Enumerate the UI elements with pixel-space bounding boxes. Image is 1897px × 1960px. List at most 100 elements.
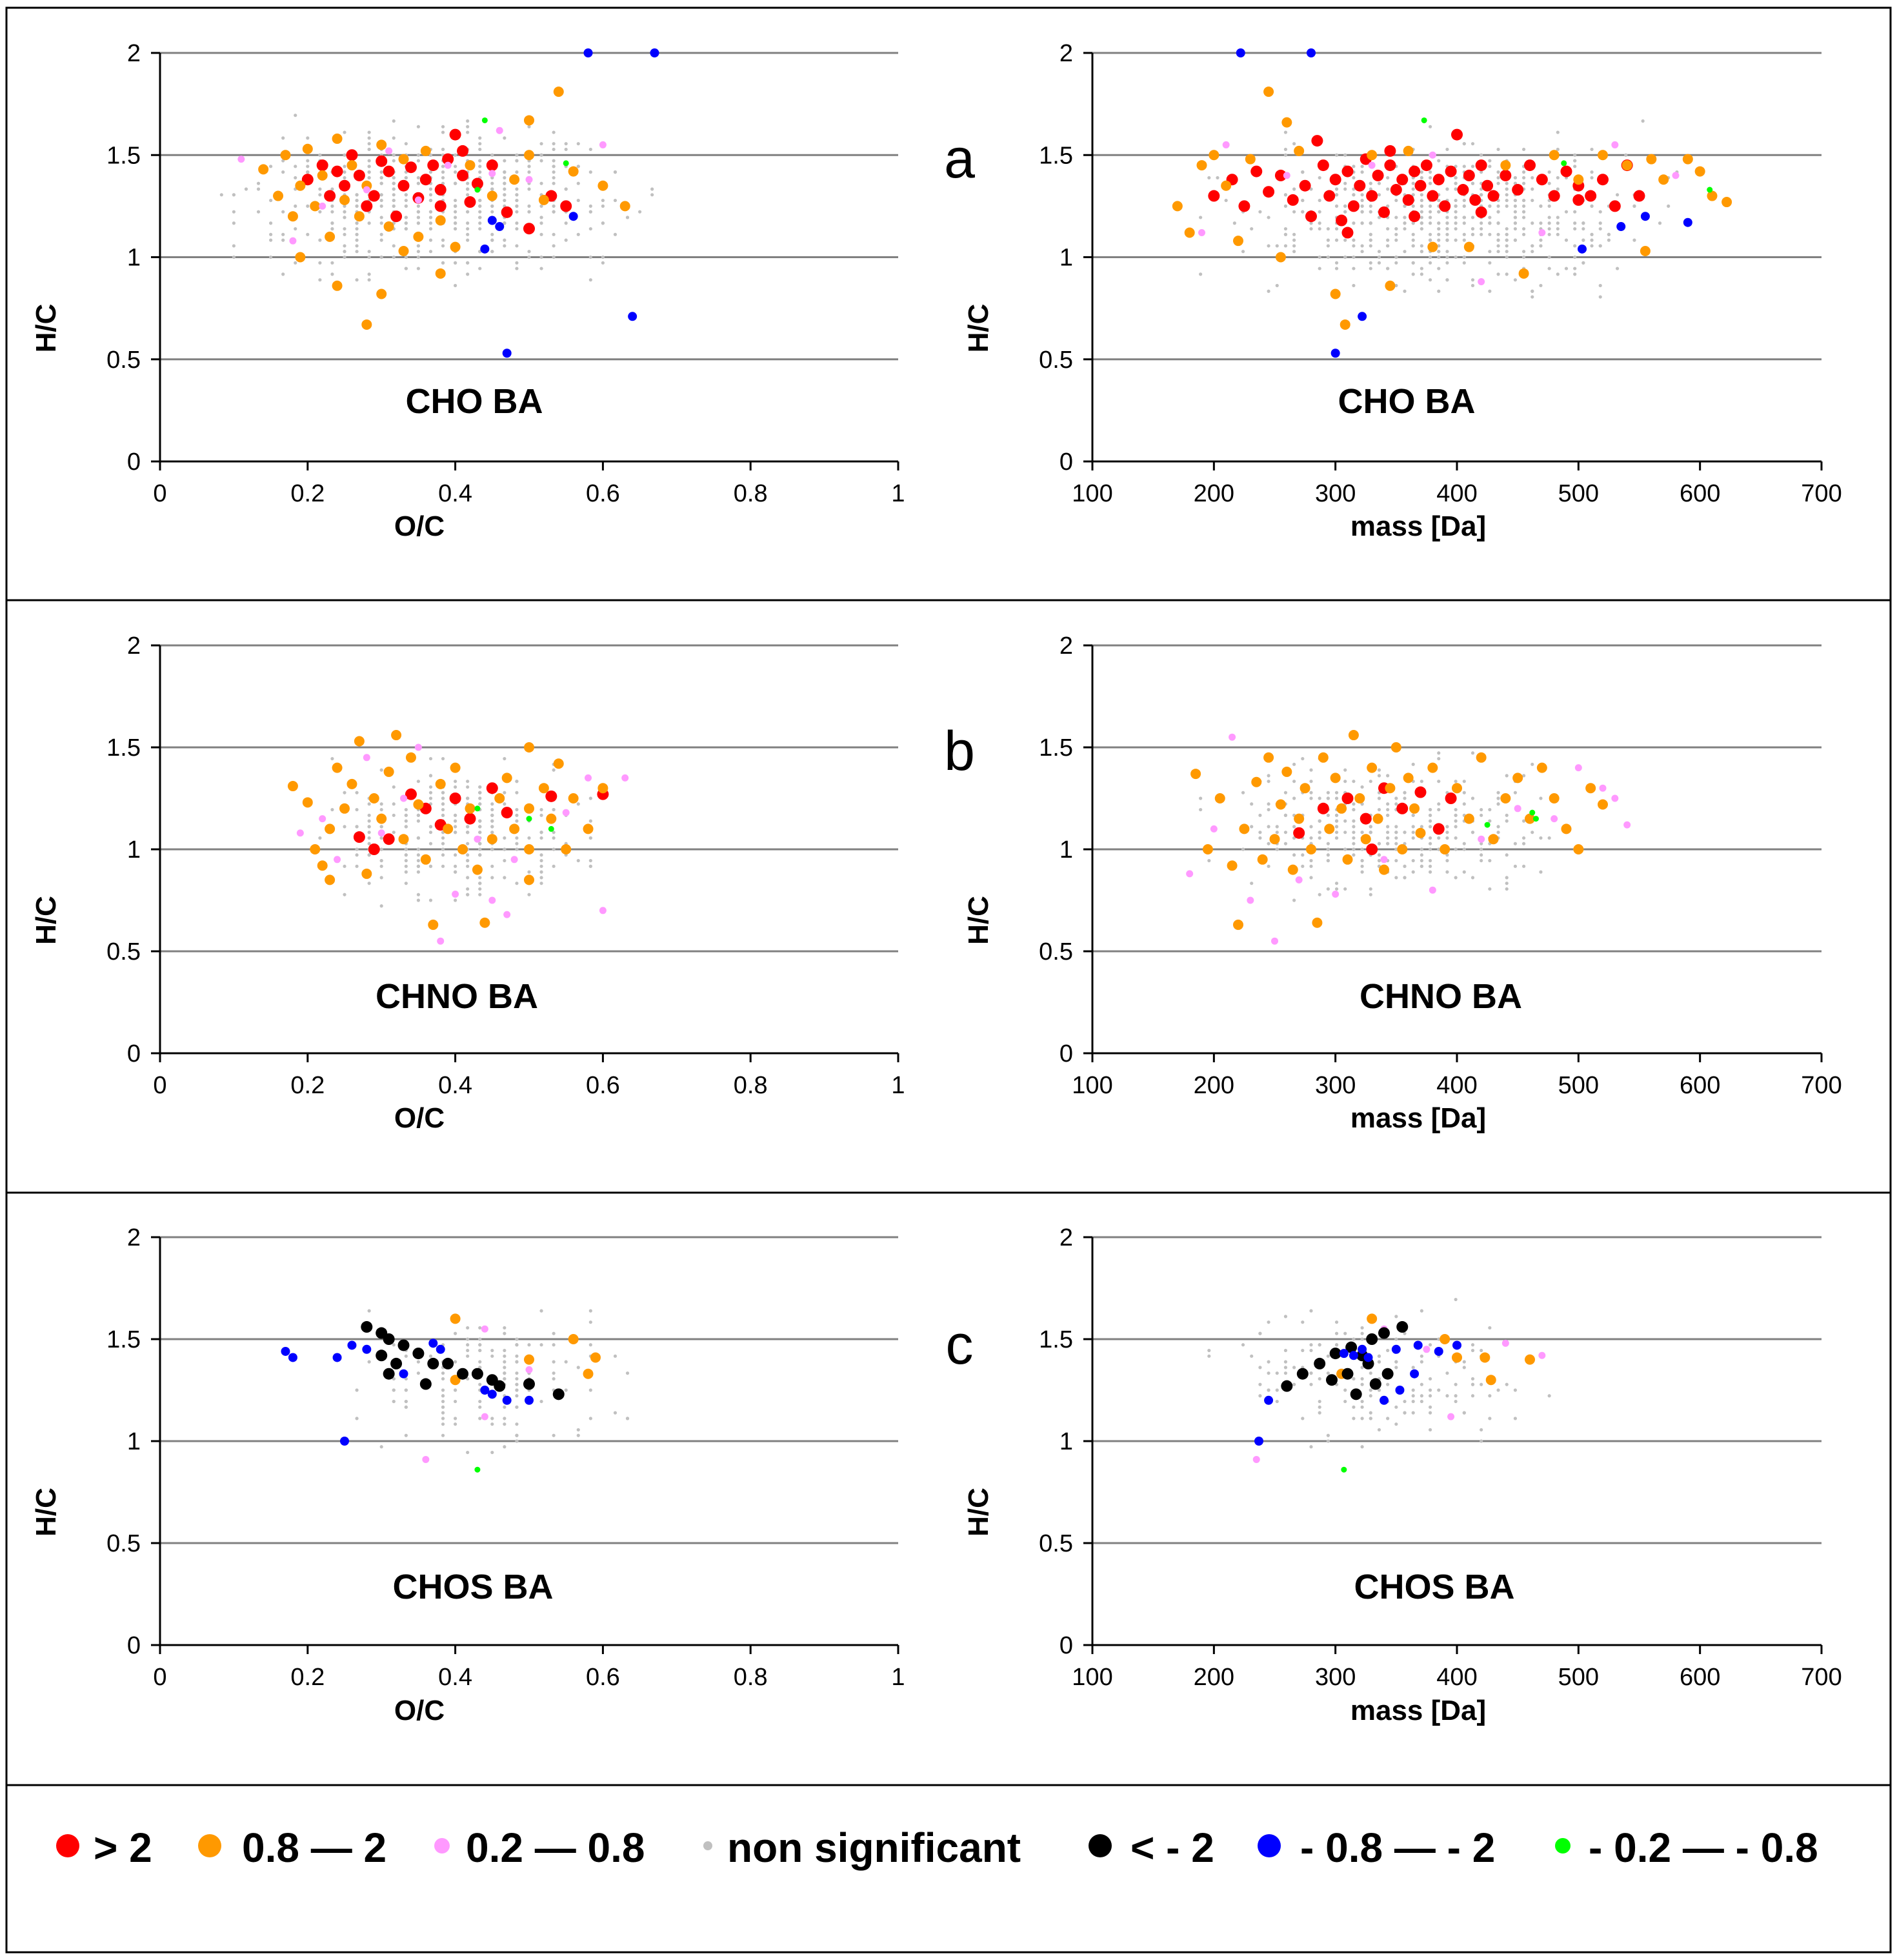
- series-0-8-2: [450, 1313, 601, 1386]
- point-non-significant: [1394, 858, 1398, 863]
- data-point: [361, 200, 373, 212]
- point-non-significant: [1420, 193, 1423, 197]
- point-non-significant: [404, 221, 408, 225]
- data-point: [449, 128, 461, 141]
- data-point: [1532, 816, 1539, 822]
- point-non-significant: [404, 1405, 408, 1409]
- data-point: [450, 1313, 461, 1324]
- data-point: [1457, 184, 1469, 196]
- point-non-significant: [1420, 847, 1423, 851]
- data-point: [363, 754, 370, 762]
- point-non-significant: [1470, 1382, 1475, 1386]
- point-non-significant: [1411, 244, 1415, 248]
- data-point: [1293, 827, 1305, 839]
- point-non-significant: [441, 261, 445, 265]
- point-non-significant: [330, 210, 334, 214]
- point-non-significant: [1521, 774, 1526, 778]
- point-non-significant: [416, 893, 421, 896]
- data-point: [434, 184, 447, 196]
- data-point: [427, 159, 439, 172]
- point-non-significant: [1369, 238, 1372, 242]
- point-non-significant: [588, 255, 592, 259]
- point-non-significant: [552, 807, 556, 812]
- data-point: [442, 153, 454, 165]
- x-axis-label: mass [Da]: [1350, 1102, 1486, 1134]
- chart-title: CHO BA: [406, 382, 543, 421]
- point-non-significant: [1309, 796, 1313, 800]
- point-non-significant: [1199, 807, 1203, 812]
- data-point: [398, 834, 409, 845]
- data-point: [302, 143, 313, 154]
- point-non-significant: [490, 1422, 494, 1426]
- point-non-significant: [1556, 232, 1560, 236]
- data-point: [377, 829, 385, 837]
- point-non-significant: [1267, 1360, 1270, 1364]
- point-non-significant: [1352, 819, 1356, 823]
- point-non-significant: [1428, 1405, 1432, 1409]
- point-non-significant: [1301, 1417, 1305, 1420]
- point-non-significant: [294, 114, 297, 117]
- point-non-significant: [379, 193, 383, 197]
- point-non-significant: [1386, 227, 1390, 231]
- data-point: [383, 1368, 395, 1380]
- point-non-significant: [416, 125, 421, 128]
- point-non-significant: [539, 153, 543, 157]
- point-non-significant: [490, 153, 494, 157]
- point-non-significant: [1590, 238, 1594, 242]
- point-non-significant: [478, 1343, 482, 1347]
- point-non-significant: [1258, 836, 1262, 840]
- chart-title: CHOS BA: [1354, 1568, 1514, 1606]
- data-point: [1368, 161, 1376, 169]
- data-point: [1633, 190, 1645, 202]
- point-non-significant: [1411, 831, 1415, 834]
- point-non-significant: [1505, 187, 1509, 191]
- point-non-significant: [428, 221, 433, 225]
- point-non-significant: [1470, 1348, 1475, 1353]
- point-non-significant: [1343, 153, 1347, 157]
- point-non-significant: [1360, 1326, 1364, 1330]
- data-point: [1329, 1348, 1341, 1360]
- data-point: [553, 86, 564, 97]
- point-non-significant: [588, 278, 592, 282]
- point-non-significant: [1360, 170, 1364, 174]
- point-non-significant: [503, 193, 507, 197]
- point-non-significant: [1241, 791, 1245, 794]
- point-non-significant: [1556, 130, 1560, 134]
- point-non-significant: [1334, 813, 1339, 817]
- data-point: [561, 844, 572, 854]
- data-point: [1324, 823, 1335, 834]
- point-non-significant: [1411, 221, 1415, 225]
- x-tick-label: 0.6: [586, 1072, 620, 1099]
- point-non-significant: [441, 238, 445, 242]
- point-non-significant: [454, 283, 457, 288]
- point-non-significant: [576, 181, 580, 185]
- point-non-significant: [1394, 842, 1398, 845]
- point-non-significant: [367, 142, 371, 146]
- data-point: [552, 1388, 565, 1400]
- data-point: [501, 206, 513, 218]
- data-point: [1363, 1353, 1373, 1362]
- data-point: [501, 773, 512, 783]
- point-non-significant: [1352, 807, 1356, 812]
- series-2: [1208, 128, 1645, 239]
- point-non-significant: [1513, 238, 1517, 242]
- data-point: [376, 1349, 388, 1362]
- point-non-significant: [441, 1417, 445, 1420]
- data-point: [1561, 160, 1567, 167]
- point-non-significant: [1454, 181, 1458, 185]
- point-non-significant: [1352, 283, 1356, 288]
- point-non-significant: [1547, 232, 1551, 236]
- point-non-significant: [1505, 238, 1509, 242]
- point-non-significant: [454, 204, 457, 208]
- point-non-significant: [1377, 261, 1381, 265]
- data-point: [1390, 742, 1401, 753]
- data-point: [523, 1378, 535, 1390]
- point-non-significant: [478, 893, 482, 896]
- point-non-significant: [564, 1360, 568, 1364]
- point-non-significant: [269, 255, 273, 259]
- point-non-significant: [1462, 165, 1466, 168]
- point-non-significant: [1521, 204, 1526, 208]
- point-non-significant: [1411, 1394, 1415, 1398]
- point-non-significant: [490, 187, 494, 191]
- point-non-significant: [454, 165, 457, 168]
